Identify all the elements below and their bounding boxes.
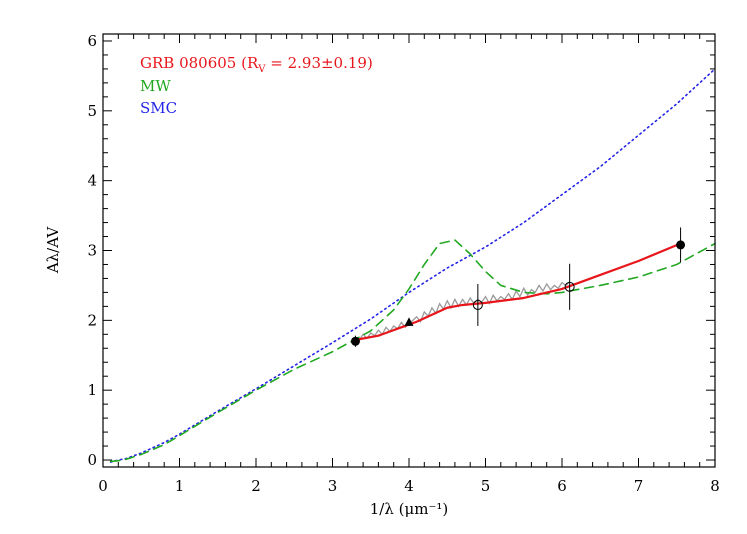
legend-grb-main: GRB 080605 (R [140,54,259,72]
data-point-filled-circle [676,240,686,250]
x-tick-label: 8 [710,477,720,495]
plot-frame [102,33,716,468]
series-line-mw [109,239,716,463]
x-tick-label: 7 [634,477,644,495]
x-tick-label: 1 [175,477,185,495]
series-layer [109,68,716,463]
data-point-open-circle [472,299,483,310]
y-tick-label: 4 [87,172,97,190]
y-tick-label: 6 [87,32,97,50]
y-tick-label: 5 [87,102,97,120]
legend-entry-mw: MW [140,77,171,95]
x-tick-label: 0 [98,477,108,495]
legend: GRB 080605 (RV = 2.93±0.19) MW SMC [140,54,373,117]
data-point-filled-circle [350,336,360,346]
axes-layer: 0 1 2 3 4 5 6 7 8 0 1 2 3 4 5 6 [87,32,719,495]
legend-grb-tail: = 2.93±0.19) [265,54,372,72]
x-tick-label: 6 [557,477,567,495]
spectrum-line [355,281,571,341]
legend-entry-smc: SMC [140,99,177,117]
y-tick-label: 2 [87,311,97,329]
data-point-filled-triangle [404,317,414,326]
y-tick-label: 0 [87,451,97,469]
y-tick-label: 3 [87,242,97,260]
series-line-smc [109,68,716,463]
x-tick-label: 3 [328,477,338,495]
series-line-grb-080605 [354,242,682,341]
data-point-open-circle [564,281,575,292]
points-layer [350,227,686,347]
y-tick-label: 1 [87,381,97,399]
x-tick-label: 2 [251,477,261,495]
x-tick-label: 5 [481,477,491,495]
x-tick-label: 4 [404,477,414,495]
x-axis-label: 1/λ (μm⁻¹) [370,500,448,518]
legend-grb-sub: V [257,64,266,75]
y-axis-label: Aλ/AV [44,226,62,274]
legend-entry-grb: GRB 080605 (RV = 2.93±0.19) [140,54,373,75]
